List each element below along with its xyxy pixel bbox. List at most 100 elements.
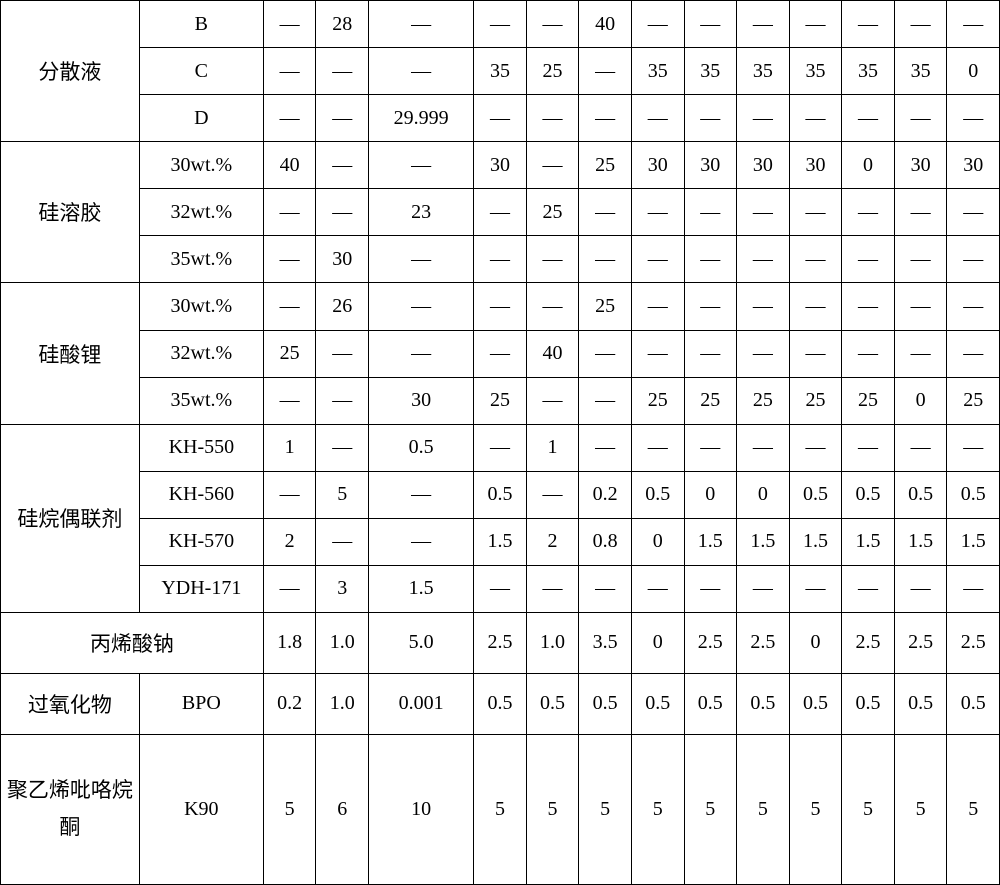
cell: —	[579, 565, 632, 612]
cell: 0.001	[369, 673, 474, 734]
cell: 1.5	[474, 518, 527, 565]
category-lithium-silicate: 硅酸锂	[1, 283, 140, 424]
cell: 5	[526, 734, 579, 884]
cell: 0	[631, 613, 684, 674]
cell: 3	[316, 565, 369, 612]
cell: 5	[263, 734, 316, 884]
cell: —	[737, 424, 790, 471]
cell: 0.5	[947, 673, 1000, 734]
cell: —	[263, 48, 316, 95]
cell: —	[737, 95, 790, 142]
cell: 2.5	[684, 613, 737, 674]
cell: 1.8	[263, 613, 316, 674]
cell: —	[526, 95, 579, 142]
cell: 23	[369, 189, 474, 236]
cell: 30	[789, 142, 842, 189]
cell: 5	[737, 734, 790, 884]
cell: —	[684, 1, 737, 48]
cell: 2.5	[737, 613, 790, 674]
table-row: 硅溶胶 30wt.% 40 — — 30 — 25 30 30 30 30 0 …	[1, 142, 1000, 189]
cell: 1.0	[526, 613, 579, 674]
cell: —	[263, 1, 316, 48]
cell: 0.5	[894, 673, 947, 734]
cell: —	[579, 236, 632, 283]
category-pvp: 聚乙烯吡咯烷酮	[1, 734, 140, 884]
cell: 35	[842, 48, 895, 95]
cell: —	[474, 283, 527, 330]
cell: 40	[579, 1, 632, 48]
cell: —	[474, 95, 527, 142]
cell: —	[894, 424, 947, 471]
cell: 25	[526, 189, 579, 236]
cell: 5	[947, 734, 1000, 884]
cell: 25	[263, 330, 316, 377]
cell: —	[263, 565, 316, 612]
sub-B: B	[139, 1, 263, 48]
cell: —	[526, 377, 579, 424]
sub-bpo: BPO	[139, 673, 263, 734]
cell: —	[263, 471, 316, 518]
cell: 30	[369, 377, 474, 424]
cell: 0	[631, 518, 684, 565]
cell: —	[369, 142, 474, 189]
cell: 0.5	[474, 673, 527, 734]
cell: 0	[947, 48, 1000, 95]
cell: 30	[684, 142, 737, 189]
table-row: 过氧化物 BPO 0.2 1.0 0.001 0.5 0.5 0.5 0.5 0…	[1, 673, 1000, 734]
cell: 0.5	[631, 673, 684, 734]
cell: —	[842, 1, 895, 48]
cell: —	[263, 95, 316, 142]
cell: 0	[684, 471, 737, 518]
cell: —	[316, 377, 369, 424]
cell: —	[947, 1, 1000, 48]
sub-30wt: 30wt.%	[139, 142, 263, 189]
category-peroxide: 过氧化物	[1, 673, 140, 734]
cell: —	[789, 330, 842, 377]
cell: 0.8	[579, 518, 632, 565]
sub-D: D	[139, 95, 263, 142]
cell: —	[474, 565, 527, 612]
table-row: 硅酸锂 30wt.% — 26 — — — 25 — — — — — — —	[1, 283, 1000, 330]
table-row: 35wt.% — — 30 25 — — 25 25 25 25 25 0 25	[1, 377, 1000, 424]
cell: —	[789, 424, 842, 471]
cell: 25	[526, 48, 579, 95]
cell: 35	[737, 48, 790, 95]
cell: 0.5	[684, 673, 737, 734]
cell: 0.5	[579, 673, 632, 734]
cell: —	[369, 236, 474, 283]
cell: 1.5	[894, 518, 947, 565]
cell: 30	[737, 142, 790, 189]
cell: —	[894, 95, 947, 142]
cell: 0.5	[474, 471, 527, 518]
sub-k90: K90	[139, 734, 263, 884]
cell: —	[947, 283, 1000, 330]
cell: —	[631, 1, 684, 48]
cell: —	[474, 189, 527, 236]
cell: —	[263, 377, 316, 424]
cell: 5	[316, 471, 369, 518]
cell: —	[579, 189, 632, 236]
cell: 5	[894, 734, 947, 884]
cell: —	[631, 236, 684, 283]
cell: 0	[894, 377, 947, 424]
cell: 5	[789, 734, 842, 884]
table-row: C — — — 35 25 — 35 35 35 35 35 35 0	[1, 48, 1000, 95]
cell: —	[947, 95, 1000, 142]
cell: —	[369, 1, 474, 48]
cell: —	[789, 95, 842, 142]
cell: —	[842, 189, 895, 236]
cell: 0.5	[789, 471, 842, 518]
cell: —	[369, 48, 474, 95]
cell: 0	[737, 471, 790, 518]
cell: 0.2	[263, 673, 316, 734]
cell: —	[684, 424, 737, 471]
sub-kh560: KH-560	[139, 471, 263, 518]
cell: —	[263, 189, 316, 236]
cell: 0.5	[894, 471, 947, 518]
cell: —	[579, 377, 632, 424]
cell: —	[789, 283, 842, 330]
cell: 30	[947, 142, 1000, 189]
cell: —	[737, 330, 790, 377]
cell: 0.5	[789, 673, 842, 734]
cell: —	[263, 236, 316, 283]
